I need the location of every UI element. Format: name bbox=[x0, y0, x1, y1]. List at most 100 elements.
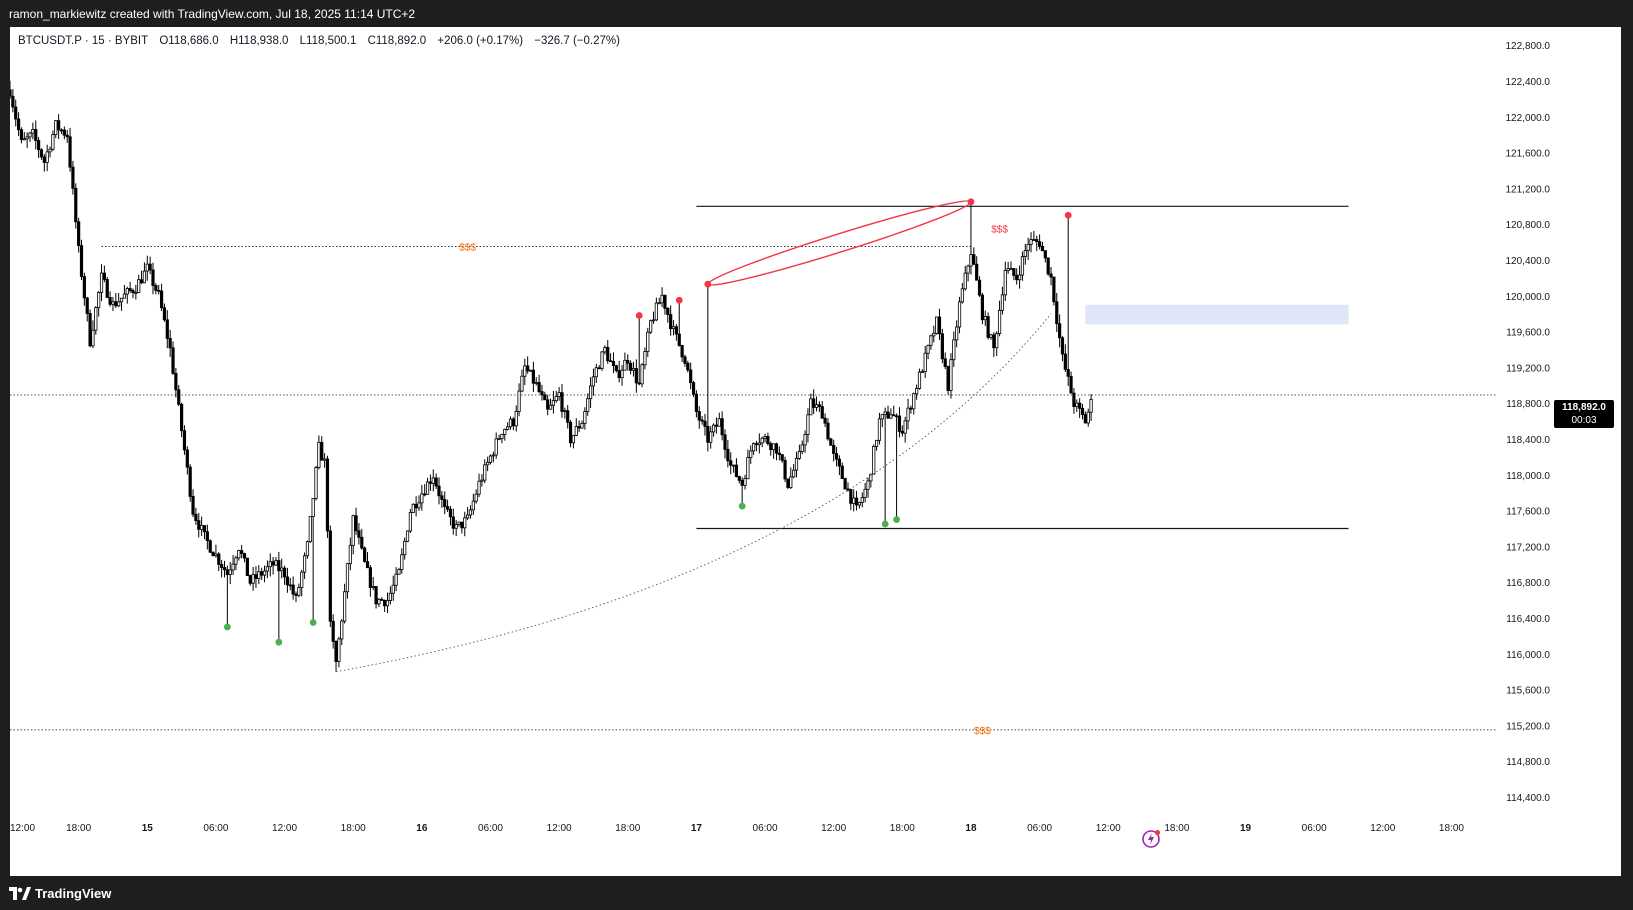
candle-body[interactable] bbox=[660, 294, 664, 304]
candle-body[interactable] bbox=[208, 540, 212, 553]
candle-body[interactable] bbox=[591, 376, 596, 387]
candle-body[interactable] bbox=[1029, 239, 1033, 245]
candle-body[interactable] bbox=[1055, 301, 1059, 325]
candle-body[interactable] bbox=[752, 443, 756, 452]
candle-body[interactable] bbox=[837, 458, 842, 467]
candle-body[interactable] bbox=[423, 493, 427, 496]
candle-body[interactable] bbox=[205, 531, 209, 542]
candle-body[interactable] bbox=[640, 364, 644, 385]
candle-body[interactable] bbox=[1017, 274, 1022, 281]
candle-body[interactable] bbox=[749, 450, 753, 458]
candle-body[interactable] bbox=[503, 428, 507, 435]
candle-body[interactable] bbox=[331, 620, 335, 642]
candle-body[interactable] bbox=[654, 302, 658, 321]
candle-body[interactable] bbox=[77, 221, 81, 246]
candle-body[interactable] bbox=[322, 458, 327, 461]
candle-body[interactable] bbox=[177, 389, 181, 405]
candle-body[interactable] bbox=[262, 570, 267, 576]
candle-body[interactable] bbox=[680, 345, 684, 358]
candle-body[interactable] bbox=[691, 382, 696, 395]
candle-body[interactable] bbox=[566, 410, 570, 423]
candle-body[interactable] bbox=[952, 339, 956, 361]
candle-body[interactable] bbox=[454, 524, 458, 529]
candle-body[interactable] bbox=[265, 566, 270, 572]
candle-body[interactable] bbox=[54, 120, 58, 135]
candle-body[interactable] bbox=[31, 128, 35, 134]
candle-body[interactable] bbox=[912, 393, 916, 410]
candle-body[interactable] bbox=[111, 301, 115, 305]
candle-body[interactable] bbox=[102, 272, 106, 280]
candle-body[interactable] bbox=[629, 362, 633, 371]
candle-body[interactable] bbox=[480, 479, 484, 482]
candle-body[interactable] bbox=[368, 567, 372, 588]
candle-body[interactable] bbox=[528, 369, 533, 372]
candle-body[interactable] bbox=[872, 446, 876, 475]
candle-body[interactable] bbox=[551, 400, 556, 406]
candle-body[interactable] bbox=[866, 480, 870, 490]
candle-body[interactable] bbox=[220, 564, 224, 568]
candle-body[interactable] bbox=[228, 569, 232, 575]
candle-body[interactable] bbox=[906, 407, 910, 422]
candle-body[interactable] bbox=[274, 560, 278, 566]
candle-body[interactable] bbox=[883, 411, 887, 415]
candle-body[interactable] bbox=[182, 430, 187, 451]
candle-body[interactable] bbox=[955, 326, 959, 341]
candle-body[interactable] bbox=[437, 485, 441, 497]
candle-body[interactable] bbox=[677, 333, 681, 346]
candle-body[interactable] bbox=[789, 476, 793, 488]
candle-body[interactable] bbox=[666, 307, 670, 315]
candle-body[interactable] bbox=[614, 365, 618, 372]
candle-body[interactable] bbox=[671, 326, 676, 330]
candle-body[interactable] bbox=[683, 356, 687, 364]
candle-body[interactable] bbox=[68, 136, 72, 168]
candle-body[interactable] bbox=[119, 297, 124, 303]
candle-body[interactable] bbox=[16, 118, 21, 131]
candle-body[interactable] bbox=[940, 333, 944, 360]
candle-body[interactable] bbox=[600, 351, 604, 369]
curved-trendline[interactable] bbox=[335, 313, 1052, 673]
candle-body[interactable] bbox=[334, 640, 338, 662]
candle-body[interactable] bbox=[477, 480, 481, 495]
candle-body[interactable] bbox=[251, 574, 255, 584]
candle-body[interactable] bbox=[1009, 268, 1013, 270]
candle-body[interactable] bbox=[900, 431, 904, 434]
candle-body[interactable] bbox=[211, 551, 215, 557]
candle-body[interactable] bbox=[992, 334, 996, 349]
candle-body[interactable] bbox=[986, 316, 990, 338]
candle-body[interactable] bbox=[963, 272, 967, 290]
candle-body[interactable] bbox=[1046, 257, 1050, 275]
candle-body[interactable] bbox=[242, 553, 247, 559]
candle-body[interactable] bbox=[174, 373, 178, 391]
candle-body[interactable] bbox=[500, 433, 504, 440]
candle-body[interactable] bbox=[929, 335, 933, 346]
candle-body[interactable] bbox=[903, 420, 907, 434]
candle-body[interactable] bbox=[554, 396, 558, 402]
candle-body[interactable] bbox=[74, 187, 78, 223]
candle-body[interactable] bbox=[694, 393, 699, 412]
candle-body[interactable] bbox=[797, 451, 801, 459]
candle-body[interactable] bbox=[108, 297, 112, 305]
candle-body[interactable] bbox=[646, 331, 650, 352]
candle-body[interactable] bbox=[975, 263, 979, 281]
candle-body[interactable] bbox=[1035, 239, 1039, 243]
candle-body[interactable] bbox=[105, 279, 109, 298]
candle-body[interactable] bbox=[411, 503, 415, 513]
candle-body[interactable] bbox=[343, 591, 347, 622]
candle-body[interactable] bbox=[617, 370, 621, 379]
candle-body[interactable] bbox=[11, 95, 15, 108]
candle-body[interactable] bbox=[42, 156, 46, 163]
candle-body[interactable] bbox=[231, 563, 235, 571]
candle-body[interactable] bbox=[114, 301, 118, 307]
candle-body[interactable] bbox=[806, 414, 810, 435]
candle-body[interactable] bbox=[895, 415, 899, 418]
candle-body[interactable] bbox=[363, 547, 367, 562]
candle-body[interactable] bbox=[926, 344, 930, 354]
lightning-icon[interactable] bbox=[1141, 827, 1163, 849]
candle-body[interactable] bbox=[877, 418, 882, 441]
candle-body[interactable] bbox=[1020, 256, 1025, 276]
candle-body[interactable] bbox=[717, 418, 721, 427]
candle-body[interactable] bbox=[852, 497, 856, 504]
candle-body[interactable] bbox=[200, 525, 204, 530]
candle-body[interactable] bbox=[142, 270, 147, 284]
candle-body[interactable] bbox=[543, 394, 547, 401]
